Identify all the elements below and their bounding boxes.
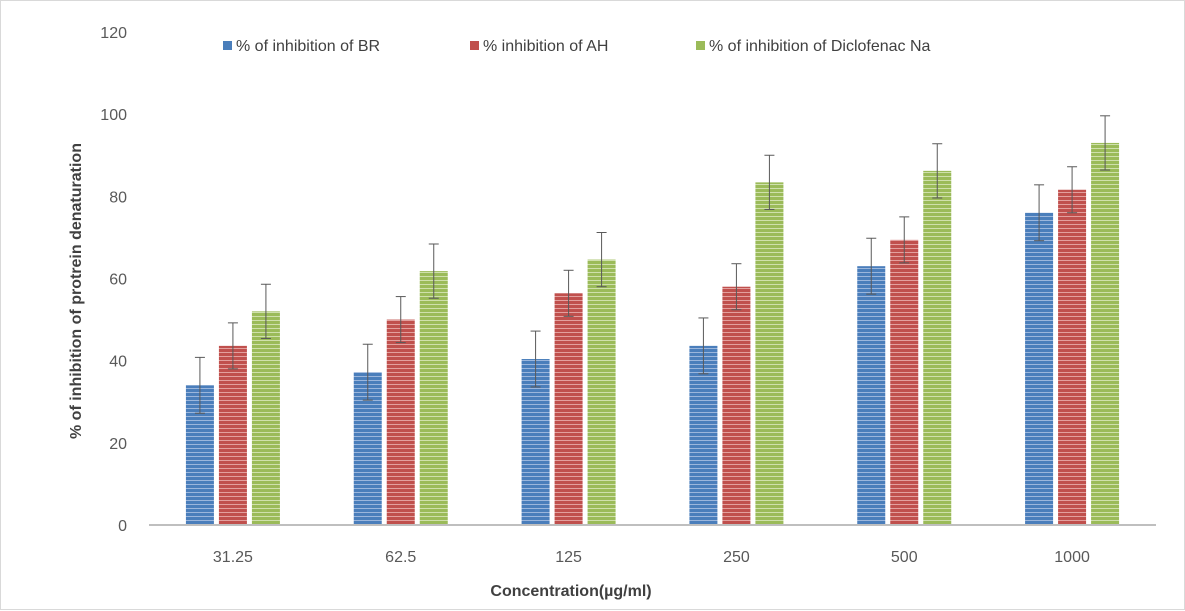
error-bars: [194, 115, 1111, 414]
legend-label: % inhibition of AH: [483, 38, 608, 55]
y-axis-ticks: 0 20 40 60 80 100 120: [100, 25, 127, 535]
x-tick-label: 62.5: [385, 549, 416, 566]
y-tick-label: 80: [109, 189, 127, 206]
y-tick-label: 60: [109, 272, 127, 289]
y-tick-label: 40: [109, 354, 127, 371]
bar: [218, 345, 247, 525]
bar: [1058, 189, 1087, 525]
x-axis-title: Concentration(µg/ml): [490, 583, 651, 600]
x-tick-label: 250: [723, 549, 750, 566]
x-tick-label: 125: [555, 549, 582, 566]
bar: [587, 259, 616, 525]
x-axis-ticks: 31.25 62.5 125 250 500 1000: [213, 549, 1090, 566]
bar: [722, 286, 751, 525]
bar: [251, 311, 280, 525]
legend-swatch: [223, 41, 232, 50]
bar: [923, 170, 952, 525]
bar: [554, 293, 583, 525]
y-tick-label: 0: [118, 518, 127, 535]
bar: [419, 271, 448, 525]
bar: [1091, 142, 1120, 526]
bar: [386, 319, 415, 525]
bar: [755, 182, 784, 526]
bar: [689, 345, 718, 525]
legend-swatch: [696, 41, 705, 50]
x-tick-label: 500: [891, 549, 918, 566]
x-tick-label: 1000: [1054, 549, 1090, 566]
y-tick-label: 100: [100, 107, 127, 124]
legend-swatch: [470, 41, 479, 50]
bar: [890, 239, 919, 526]
y-tick-label: 20: [109, 436, 127, 453]
legend-label: % of inhibition of Diclofenac Na: [709, 38, 931, 55]
y-axis-title: % of inhibition of protrein denaturation: [68, 143, 85, 439]
y-tick-label: 120: [100, 25, 127, 42]
bars: [185, 142, 1120, 526]
bar: [857, 266, 886, 525]
x-tick-label: 31.25: [213, 549, 253, 566]
bar: [1025, 212, 1054, 525]
legend: % of inhibition of BR % inhibition of AH%…: [223, 38, 931, 55]
legend-label: % of inhibition of BR: [236, 38, 380, 55]
